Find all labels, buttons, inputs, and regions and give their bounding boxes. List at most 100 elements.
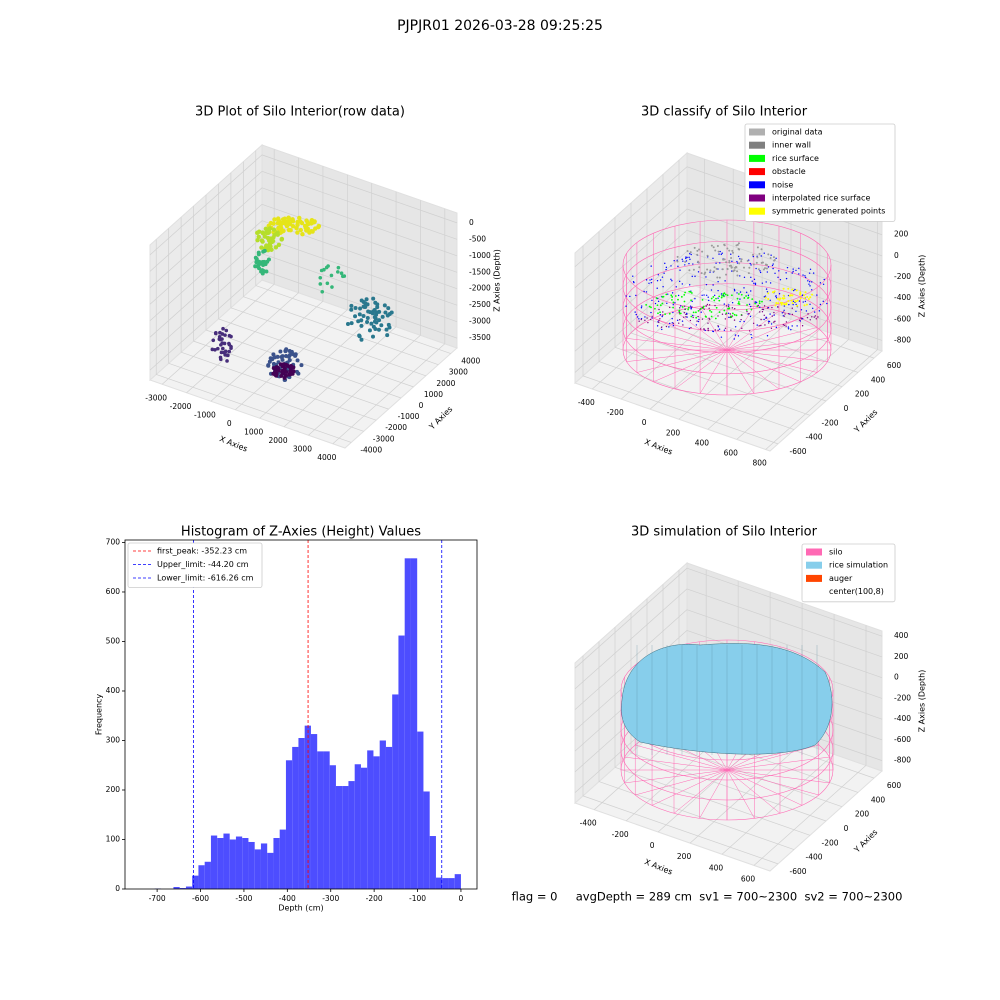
decor-point [670,265,672,267]
decor-point [271,227,277,232]
decor-point [803,297,806,300]
decor-point [635,294,637,297]
decor-point [798,267,800,270]
x-tick-label: -400 [279,894,296,903]
decor-point [794,288,796,291]
bar [404,558,411,889]
decor-point [712,284,714,286]
decor-point [718,311,721,314]
grid-line [686,567,883,637]
decor-point [737,302,740,305]
decor-point [721,268,724,271]
decor-point [661,314,664,316]
decor-point [754,302,757,305]
grid-line [261,220,458,290]
decor-point [676,319,679,321]
decor-point [791,307,793,309]
decor-point [676,260,679,263]
z-tick-label: -800 [894,335,911,344]
decor-point [809,319,811,321]
decor-wire [624,769,728,784]
decor-point [651,299,653,302]
decor-point [649,279,651,281]
decor-point [736,292,738,294]
decor-point [774,295,777,297]
decor-point [336,265,341,270]
decor-point [278,362,283,367]
decor-point [689,251,692,254]
decor-point [714,317,717,320]
decor-point [221,346,225,351]
decor-point [260,271,265,276]
decor-point [638,320,640,322]
decor-point [625,295,627,297]
decor-point [767,266,770,268]
decor-point [701,306,703,309]
decor-point [785,303,788,306]
z-tick-label: 400 [894,631,909,640]
decor-point [766,307,769,309]
decor-point [726,294,729,297]
decor-point [775,297,778,299]
decor-point [767,253,770,256]
decor-point [788,294,791,297]
legend-label: interpolated rice surface [772,194,870,203]
decor-point [763,314,765,316]
bar [229,839,236,889]
grid-line [218,318,414,388]
x-tick-label: 800 [753,458,768,467]
decor-point [734,266,737,269]
decor-point [640,305,643,307]
decor-point [708,304,711,306]
grid-line [168,363,364,432]
decor-point [750,264,752,266]
decor-point [800,318,803,320]
decor-point [715,306,718,309]
decor-point [769,299,771,302]
decor-point [734,307,736,310]
decor-point [684,291,686,294]
decor-point [799,293,802,296]
status-text: flag = 0 avgDepth = 289 cm sv1 = 700~230… [512,890,903,904]
grid-line [662,304,859,373]
decor-wire [699,306,728,351]
decor-point [763,318,765,321]
decor-wire [673,769,728,814]
decor-point [742,266,745,269]
decor-point [798,273,800,275]
bar [392,694,399,889]
decor-point [791,325,793,327]
y-tick-label: 600 [887,361,902,370]
decor-point [719,250,721,253]
x-tick-label: 200 [677,852,692,861]
decor-point [783,305,786,307]
decor-point [271,235,276,240]
decor-point [808,283,810,285]
decor-point [295,230,300,235]
decor-point [723,329,726,331]
decor-point [685,256,687,258]
bar [454,874,461,889]
decor-point [737,255,740,258]
decor-point [650,281,653,284]
decor-point [804,275,806,277]
legend-label: auger [829,574,853,583]
decor-point [225,359,229,363]
y-tick-label: 700 [106,537,121,546]
z-tick-label: -1500 [469,267,491,276]
x-tick-label: -3000 [145,393,167,402]
decor-point [735,314,738,317]
decor-point [357,334,362,339]
decor-point [809,296,812,299]
decor-point [359,318,364,323]
decor-point [734,334,737,336]
y-tick-label: 4000 [461,357,480,366]
decor-point [781,297,784,300]
z-tick-label: -200 [894,693,911,702]
decor-wire [726,338,828,351]
decor-point [665,268,667,271]
decor-wire [726,769,830,784]
x-tick-label: 0 [459,894,464,903]
decor-point [715,267,718,270]
decor-point [683,293,686,296]
